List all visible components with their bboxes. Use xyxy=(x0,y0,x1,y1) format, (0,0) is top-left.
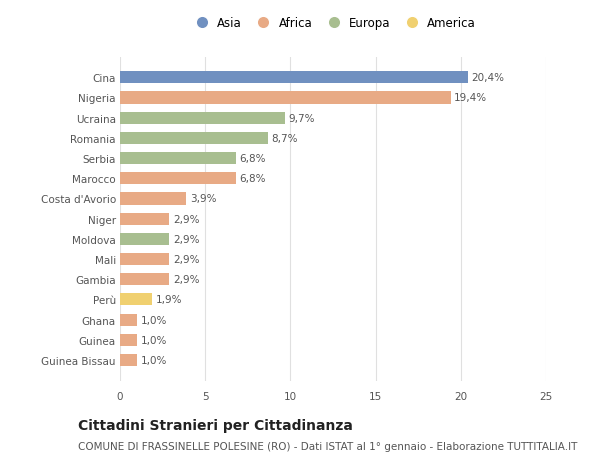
Text: 2,9%: 2,9% xyxy=(173,254,199,264)
Text: 19,4%: 19,4% xyxy=(454,93,487,103)
Text: 2,9%: 2,9% xyxy=(173,235,199,244)
Bar xyxy=(120,173,236,185)
Bar xyxy=(120,193,187,205)
Text: 6,8%: 6,8% xyxy=(239,154,266,164)
Text: 1,0%: 1,0% xyxy=(140,315,167,325)
Bar xyxy=(120,133,268,145)
Bar xyxy=(120,112,285,124)
Text: 1,0%: 1,0% xyxy=(140,355,167,365)
Bar xyxy=(120,213,169,225)
Text: COMUNE DI FRASSINELLE POLESINE (RO) - Dati ISTAT al 1° gennaio - Elaborazione TU: COMUNE DI FRASSINELLE POLESINE (RO) - Da… xyxy=(78,441,577,451)
Bar xyxy=(120,72,467,84)
Bar xyxy=(120,294,152,306)
Text: 8,7%: 8,7% xyxy=(272,134,298,144)
Text: 6,8%: 6,8% xyxy=(239,174,266,184)
Text: Cittadini Stranieri per Cittadinanza: Cittadini Stranieri per Cittadinanza xyxy=(78,418,353,432)
Bar xyxy=(120,314,137,326)
Text: 20,4%: 20,4% xyxy=(471,73,504,83)
Text: 3,9%: 3,9% xyxy=(190,194,217,204)
Bar xyxy=(120,233,169,246)
Text: 9,7%: 9,7% xyxy=(289,113,315,123)
Bar xyxy=(120,153,236,165)
Bar xyxy=(120,354,137,366)
Text: 1,9%: 1,9% xyxy=(156,295,182,305)
Text: 2,9%: 2,9% xyxy=(173,274,199,285)
Legend: Asia, Africa, Europa, America: Asia, Africa, Europa, America xyxy=(188,15,478,33)
Text: 2,9%: 2,9% xyxy=(173,214,199,224)
Bar xyxy=(120,253,169,265)
Bar xyxy=(120,92,451,104)
Text: 1,0%: 1,0% xyxy=(140,335,167,345)
Bar xyxy=(120,334,137,346)
Bar xyxy=(120,274,169,285)
